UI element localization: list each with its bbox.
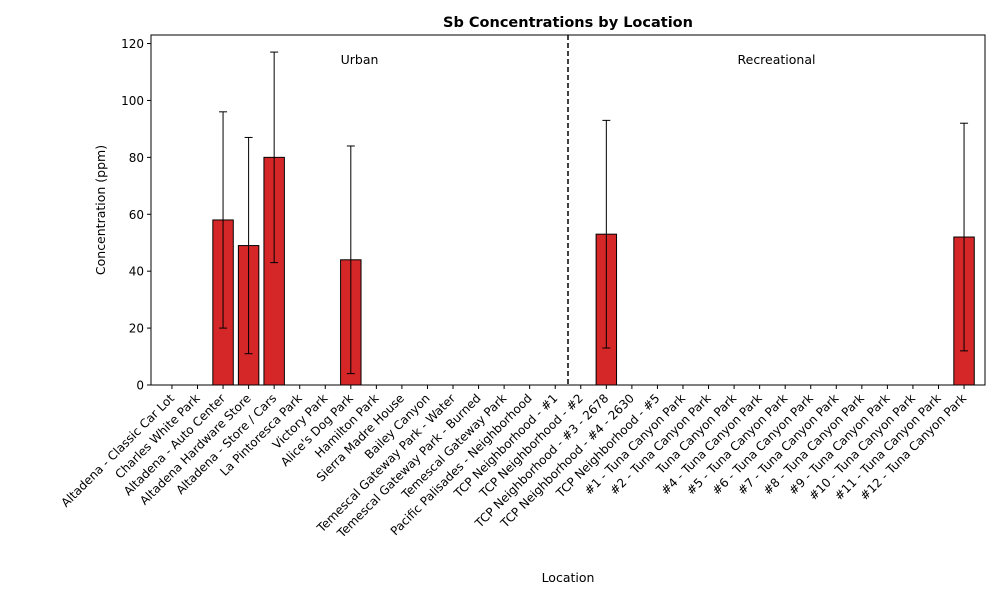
y-tick-label: 0 — [136, 379, 144, 393]
group-annotations: Urban Recreational — [341, 52, 816, 67]
x-tick-label: Altadena - Auto Center — [121, 391, 228, 498]
plot-area — [150, 34, 986, 386]
annotation-right: Recreational — [738, 52, 816, 67]
y-axis-label: Concentration (ppm) — [93, 145, 108, 275]
y-axis: 0 20 40 60 80 100 120 — [121, 37, 151, 393]
error-bars-layer — [219, 51, 969, 375]
y-tick-label: 20 — [129, 322, 144, 336]
y-tick-label: 40 — [129, 265, 144, 279]
y-tick-label: 100 — [121, 94, 144, 108]
error-bar — [960, 122, 969, 352]
y-tick-label: 80 — [129, 151, 144, 165]
y-tick-label: 60 — [129, 208, 144, 222]
annotation-left: Urban — [341, 52, 379, 67]
y-tick-label: 120 — [121, 37, 144, 51]
error-bar — [244, 136, 253, 355]
bars-layer — [212, 156, 975, 386]
error-bar — [219, 111, 228, 329]
chart-title: Sb Concentrations by Location — [443, 15, 693, 31]
error-bar — [270, 51, 279, 264]
error-bar — [346, 145, 355, 375]
x-axis-label: Location — [542, 570, 595, 585]
error-bar — [602, 119, 611, 349]
